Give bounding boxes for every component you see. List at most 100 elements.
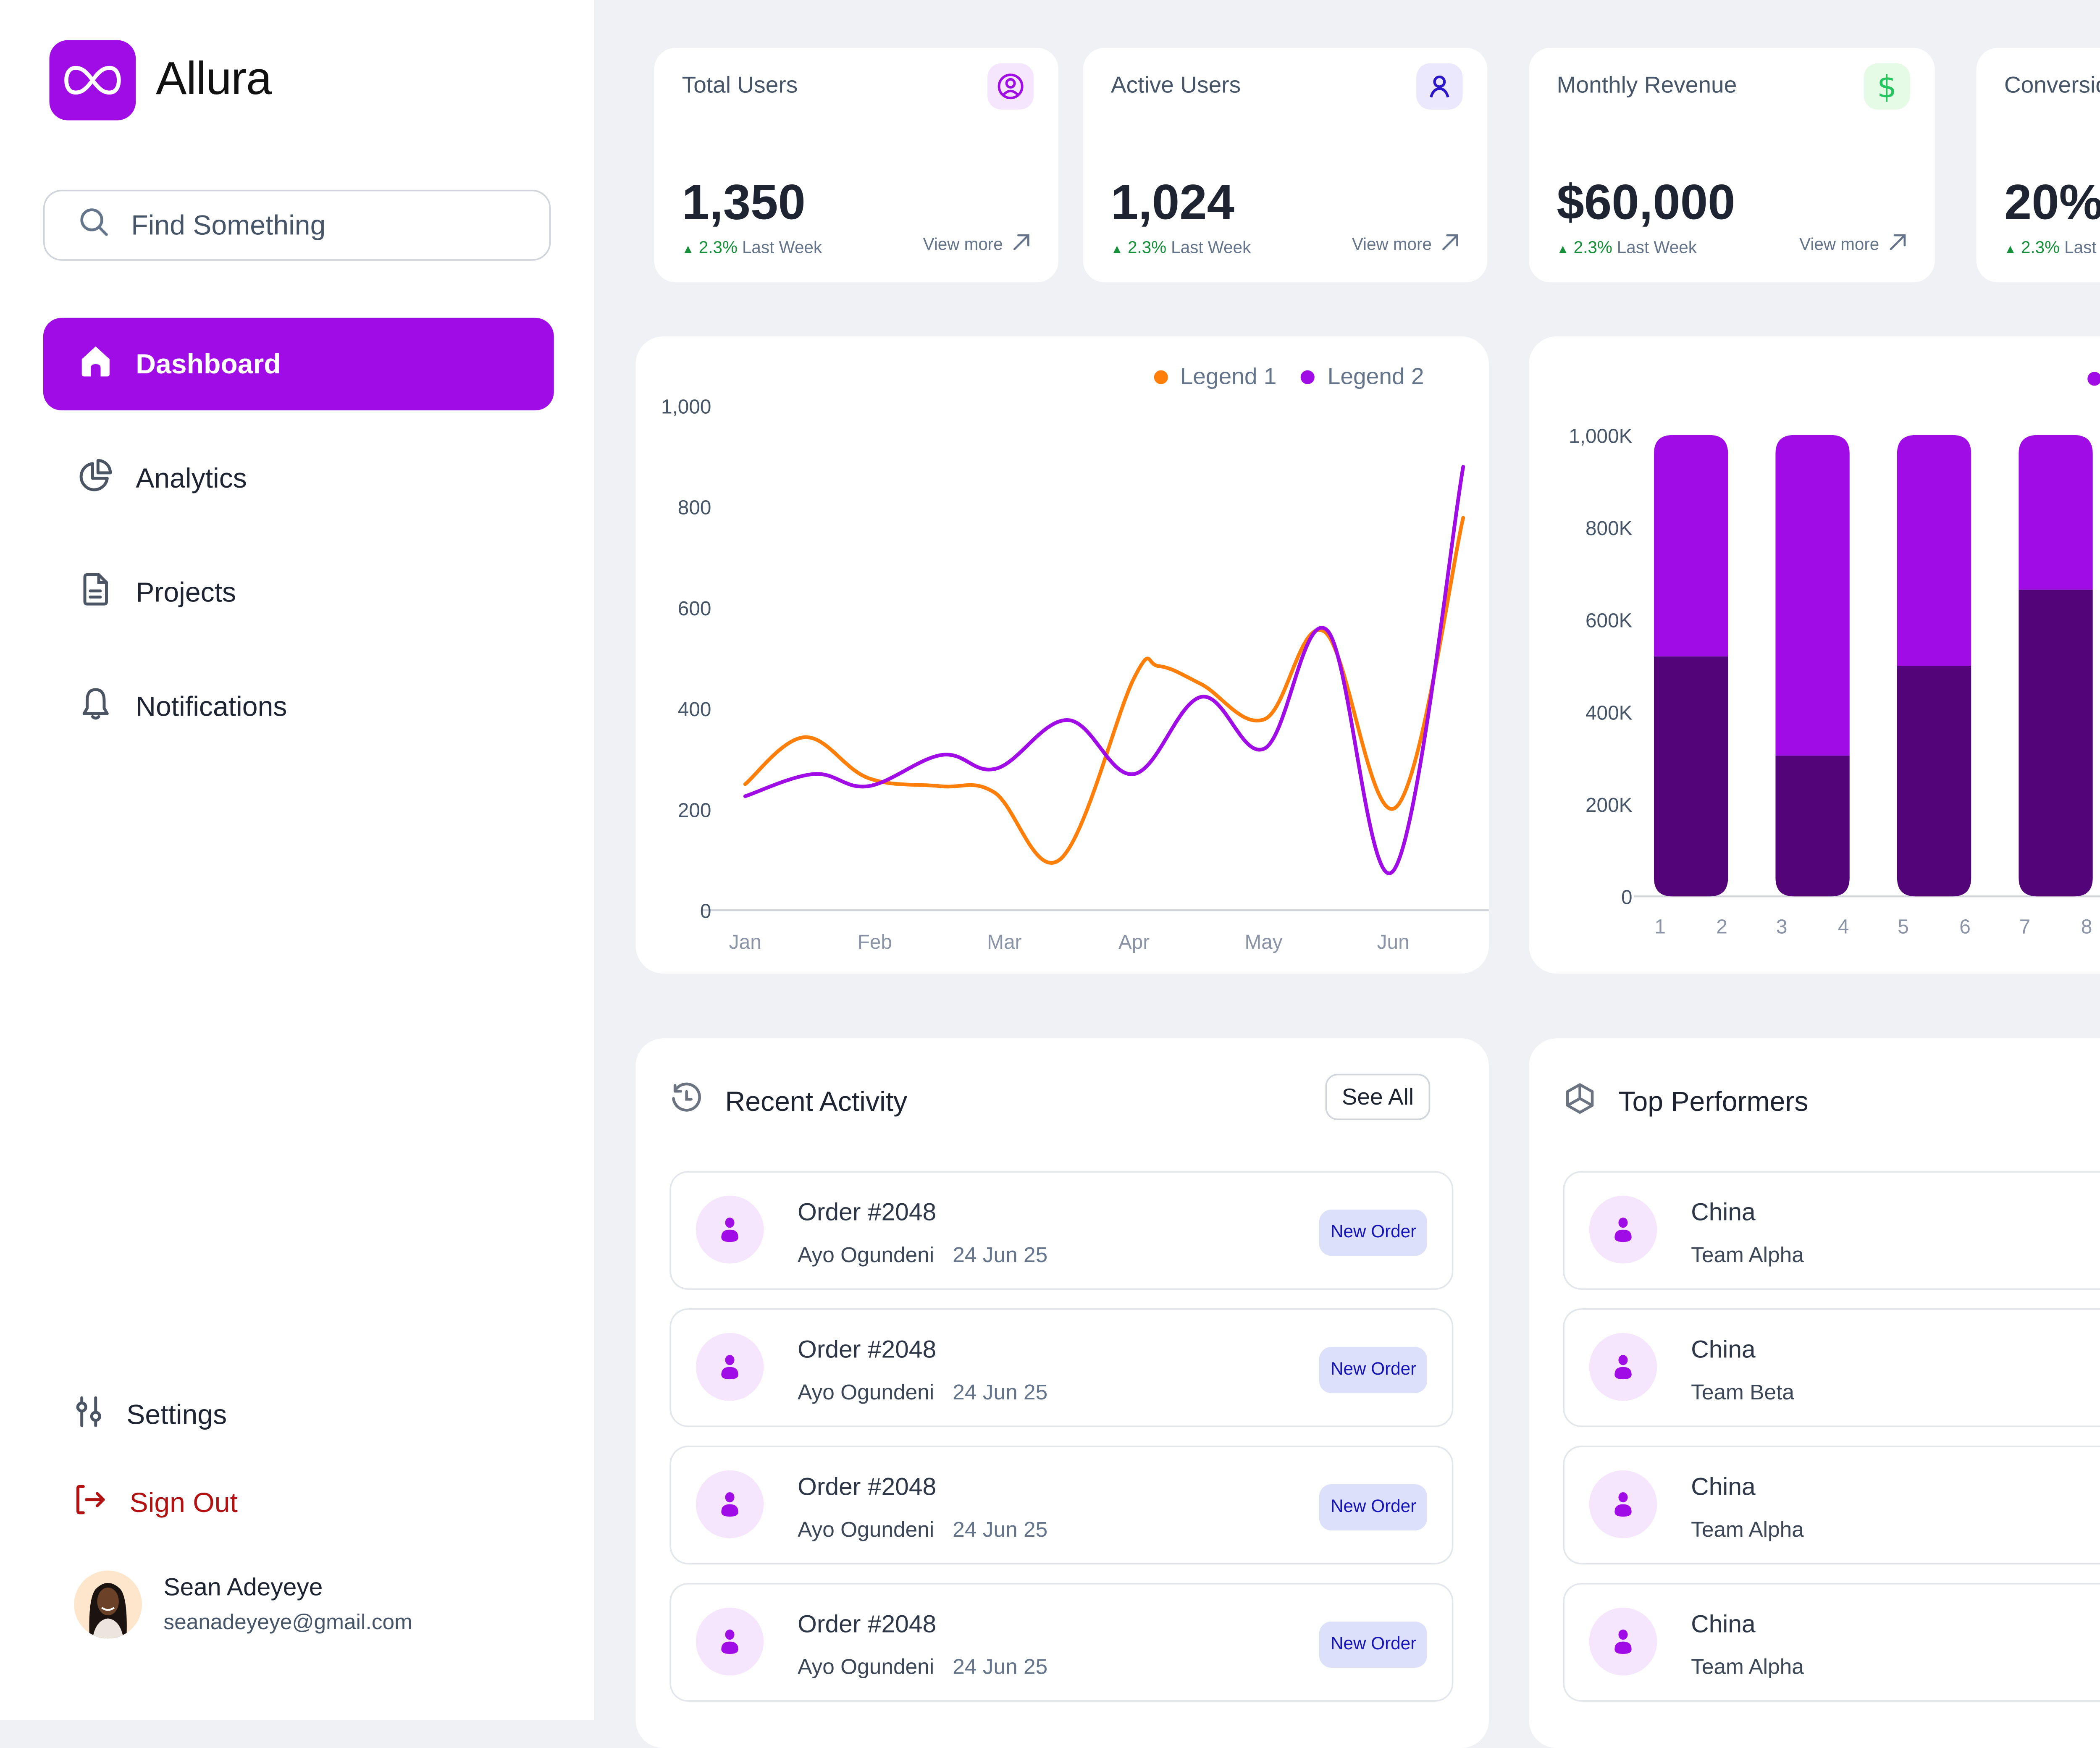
stat-change-period: Last Week bbox=[2064, 239, 2100, 258]
stat-change: ▲ 2.3% Last Week bbox=[682, 239, 822, 257]
user-icon bbox=[696, 1333, 764, 1401]
stat-card: Monthly Revenue $ $60,000 ▲ 2.3% Last We… bbox=[1529, 47, 1935, 283]
x-tick-label: Jan bbox=[729, 931, 761, 953]
y-tick-label: 800K bbox=[1586, 517, 1633, 540]
order-title: Order #2048 bbox=[798, 1337, 937, 1364]
stat-change-percent: 2.3% bbox=[2021, 239, 2060, 258]
order-title: Order #2048 bbox=[798, 1200, 937, 1227]
user-icon bbox=[1589, 1195, 1657, 1264]
arrow-up-icon: ▲ bbox=[2004, 241, 2016, 255]
bar-chart-card: Legend 1 Legend 2 0 200K 400K 600K 800K 1,000… bbox=[1529, 336, 2100, 974]
stat-card: Active Users 1,024 ▲ 2.3% Last Week View… bbox=[1083, 47, 1488, 283]
legend-label: Legend 1 bbox=[1180, 364, 1277, 391]
y-tick-label: 600K bbox=[1586, 610, 1633, 632]
search-box[interactable] bbox=[43, 189, 551, 261]
status-badge: New Order bbox=[1320, 1621, 1427, 1668]
legend-item-1[interactable]: Legend 1 bbox=[2087, 366, 2100, 392]
pie-chart-icon bbox=[77, 456, 114, 501]
x-tick-label: 6 bbox=[1959, 916, 1971, 938]
x-tick-label: Apr bbox=[1118, 931, 1150, 953]
stat-change: ▲ 2.3% Last Week bbox=[1111, 239, 1251, 257]
panel-title: Recent Activity bbox=[725, 1086, 908, 1117]
x-tick-label: 5 bbox=[1898, 916, 1909, 938]
order-date: 24 Jun 25 bbox=[953, 1517, 1048, 1541]
stat-change-percent: 2.3% bbox=[698, 239, 738, 258]
stat-change: ▲ 2.3% Last Week bbox=[2004, 239, 2100, 257]
y-tick-label: 1,000K bbox=[1569, 425, 1632, 447]
user-circle-icon bbox=[987, 63, 1034, 110]
see-all-button[interactable]: See All bbox=[1325, 1073, 1431, 1120]
user-icon bbox=[696, 1470, 764, 1538]
performer-team: Team Beta bbox=[1691, 1379, 1795, 1404]
stat-change: ▲ 2.3% Last Week bbox=[1557, 239, 1697, 257]
sign-out-label: Sign Out bbox=[129, 1487, 238, 1518]
x-tick-label: 2 bbox=[1716, 916, 1727, 938]
performer-name: China bbox=[1691, 1612, 1756, 1639]
activity-row[interactable]: Order #2048 Ayo Ogundeni 24 Jun 25 New Or… bbox=[669, 1446, 1454, 1564]
sidebar-item-notifications[interactable]: Notifications bbox=[43, 660, 554, 753]
stat-title: Monthly Revenue bbox=[1557, 72, 1737, 99]
activity-row[interactable]: Order #2048 Ayo Ogundeni 24 Jun 25 New Or… bbox=[669, 1583, 1454, 1702]
customer-name: Ayo Ogundeni bbox=[798, 1242, 934, 1267]
x-tick-label: 8 bbox=[2081, 916, 2092, 938]
app-logo[interactable]: Allura bbox=[49, 40, 272, 121]
bar-chart-legend: Legend 1 Legend 2 bbox=[2087, 366, 2100, 392]
y-tick-label: 400K bbox=[1586, 702, 1633, 724]
bar-segment-legend-2 bbox=[1897, 666, 1971, 897]
stat-value: 20% bbox=[2004, 174, 2100, 230]
arrow-up-right-icon bbox=[1012, 233, 1031, 256]
performer-name: China bbox=[1691, 1475, 1756, 1501]
history-icon bbox=[669, 1081, 704, 1123]
series-line-1 bbox=[743, 516, 1465, 865]
home-icon bbox=[77, 342, 114, 387]
top-performers-panel: Top Performers See All Filter China Team… bbox=[1529, 1038, 2100, 1748]
user-profile[interactable]: Sean Adeyeye seanadeyeye@gmail.com bbox=[74, 1570, 412, 1639]
search-input[interactable] bbox=[128, 207, 505, 243]
sign-out-button[interactable]: Sign Out bbox=[74, 1483, 238, 1524]
stat-change-period: Last Week bbox=[1617, 239, 1697, 258]
performer-row[interactable]: China Team Alpha +$150,000 ▼2.3% bbox=[1563, 1583, 2100, 1702]
sidebar-item-analytics[interactable]: Analytics bbox=[43, 432, 554, 525]
view-more-label: View more bbox=[923, 235, 1003, 254]
sidebar-item-dashboard[interactable]: Dashboard bbox=[43, 318, 554, 411]
performer-row[interactable]: China Team Beta +$130,000 ▼2.3% bbox=[1563, 1308, 2100, 1427]
stat-card: Conversion Rate $ 20% ▲ 2.3% Last Week V… bbox=[1976, 47, 2100, 283]
customer-name: Ayo Ogundeni bbox=[798, 1379, 934, 1404]
performer-row[interactable]: China Team Alpha +$150,000 ▲2.3% bbox=[1563, 1171, 2100, 1290]
view-more-link[interactable]: View more bbox=[923, 233, 1031, 256]
arrow-up-icon: ▲ bbox=[682, 241, 694, 255]
order-meta: Ayo Ogundeni 24 Jun 25 bbox=[798, 1654, 1047, 1679]
bar-segment-legend-2 bbox=[1654, 656, 1728, 897]
activity-row[interactable]: Order #2048 Ayo Ogundeni 24 Jun 25 New Or… bbox=[669, 1308, 1454, 1427]
stat-value: 1,024 bbox=[1110, 174, 1235, 230]
bell-icon bbox=[77, 684, 114, 729]
order-date: 24 Jun 25 bbox=[953, 1379, 1048, 1404]
view-more-link[interactable]: View more bbox=[1352, 233, 1460, 256]
performer-team: Team Alpha bbox=[1691, 1517, 1804, 1541]
y-tick-label: 0 bbox=[1621, 887, 1633, 909]
settings-link[interactable]: Settings bbox=[74, 1395, 227, 1436]
activity-row[interactable]: Order #2048 Ayo Ogundeni 24 Jun 25 New Or… bbox=[669, 1171, 1454, 1290]
stat-value: $60,000 bbox=[1557, 174, 1735, 230]
legend-item-2[interactable]: Legend 2 bbox=[1301, 364, 1424, 390]
sidebar: Allura Dashboard Analytics Projects Noti… bbox=[0, 0, 594, 1720]
app-name: Allura bbox=[156, 54, 272, 105]
performer-row[interactable]: China Team Alpha +$150,000 ▼2.3% bbox=[1563, 1446, 2100, 1564]
view-more-link[interactable]: View more bbox=[1799, 233, 1907, 256]
document-icon bbox=[77, 570, 114, 615]
sidebar-item-projects[interactable]: Projects bbox=[43, 546, 554, 638]
y-tick-label: 400 bbox=[678, 698, 711, 721]
arrow-up-right-icon bbox=[1888, 233, 1907, 256]
performer-name: China bbox=[1691, 1200, 1756, 1227]
user-check-icon bbox=[1416, 63, 1463, 110]
series-line-2 bbox=[743, 465, 1465, 875]
user-icon bbox=[1589, 1333, 1657, 1401]
status-badge: New Order bbox=[1320, 1346, 1427, 1394]
customer-name: Ayo Ogundeni bbox=[798, 1654, 934, 1679]
legend-item-1[interactable]: Legend 1 bbox=[1154, 364, 1277, 391]
performer-team: Team Alpha bbox=[1691, 1242, 1804, 1267]
infinity-icon bbox=[49, 40, 136, 121]
y-tick-label: 800 bbox=[678, 497, 711, 519]
customer-name: Ayo Ogundeni bbox=[798, 1517, 934, 1541]
